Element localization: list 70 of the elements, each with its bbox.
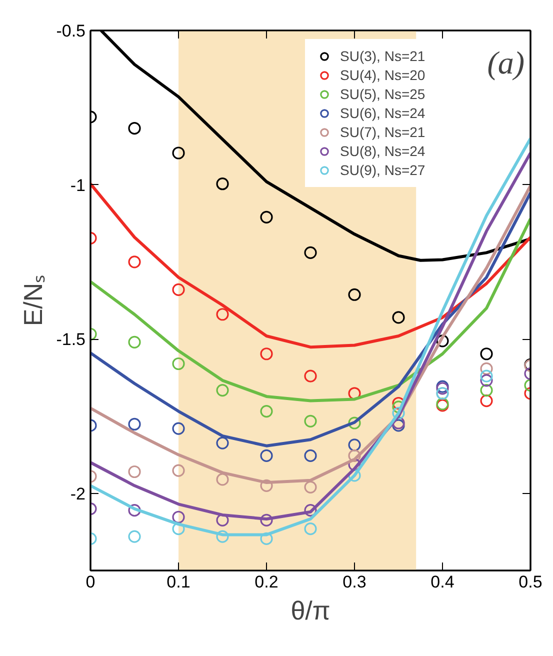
legend-label: SU(8), Ns=24 — [340, 142, 426, 160]
point — [436, 334, 449, 348]
y-tick-label: -2 — [70, 484, 86, 504]
point — [304, 522, 317, 536]
point — [304, 504, 317, 517]
point — [128, 504, 141, 517]
x-tick-label: 0.3 — [342, 572, 366, 592]
point — [216, 178, 229, 190]
point — [480, 348, 493, 360]
point — [216, 436, 229, 450]
point — [128, 256, 141, 268]
point — [216, 308, 229, 321]
point — [348, 449, 361, 462]
point — [348, 438, 361, 452]
x-axis-title: θ/π — [290, 596, 330, 626]
point — [392, 311, 405, 324]
point — [172, 283, 185, 296]
point — [260, 404, 273, 418]
point — [128, 465, 141, 478]
legend-label: SU(5), Ns=25 — [340, 85, 426, 103]
point — [216, 530, 229, 543]
point — [260, 532, 273, 546]
point — [304, 414, 317, 428]
point — [172, 464, 185, 477]
y-tick-label: -1.5 — [56, 330, 86, 350]
annotation: (a) — [487, 44, 524, 80]
point — [480, 384, 493, 397]
point — [128, 122, 141, 135]
point — [172, 522, 185, 536]
legend-label: SU(4), Ns=20 — [340, 66, 426, 84]
point — [304, 449, 317, 462]
x-tick-label: 0.4 — [430, 572, 454, 592]
point — [260, 348, 273, 360]
point — [480, 374, 493, 387]
legend-label: SU(6), Ns=24 — [340, 104, 426, 122]
point — [128, 336, 141, 348]
point — [216, 473, 229, 486]
point — [392, 419, 405, 432]
y-tick-label: -0.5 — [56, 22, 86, 40]
y-tick-label: -1 — [70, 176, 86, 195]
point — [348, 416, 361, 430]
point — [304, 370, 317, 382]
point — [128, 530, 141, 543]
legend-label: SU(7), Ns=21 — [340, 123, 426, 141]
legend-label: SU(3), Ns=21 — [340, 47, 426, 65]
x-tick-label: 0.1 — [166, 572, 190, 592]
line-series — [90, 217, 530, 402]
point — [392, 406, 405, 420]
y-axis-title: E/Nₛ — [18, 274, 48, 326]
legend-label: SU(9), Ns=27 — [340, 161, 426, 179]
point — [172, 357, 185, 370]
point — [172, 422, 185, 435]
point — [304, 246, 317, 259]
point — [304, 480, 317, 494]
point — [216, 384, 229, 397]
x-tick-label: 0.5 — [518, 572, 542, 592]
point — [128, 418, 141, 431]
line-series — [90, 182, 530, 349]
point — [348, 288, 361, 301]
x-tick-label: 0 — [86, 572, 96, 592]
point — [480, 394, 493, 408]
point — [480, 370, 493, 382]
point — [172, 510, 185, 524]
point — [172, 146, 185, 160]
x-tick-label: 0.2 — [254, 572, 278, 592]
point — [480, 362, 493, 375]
point — [260, 514, 273, 526]
point — [260, 449, 273, 462]
point — [260, 479, 273, 492]
point — [260, 210, 273, 224]
